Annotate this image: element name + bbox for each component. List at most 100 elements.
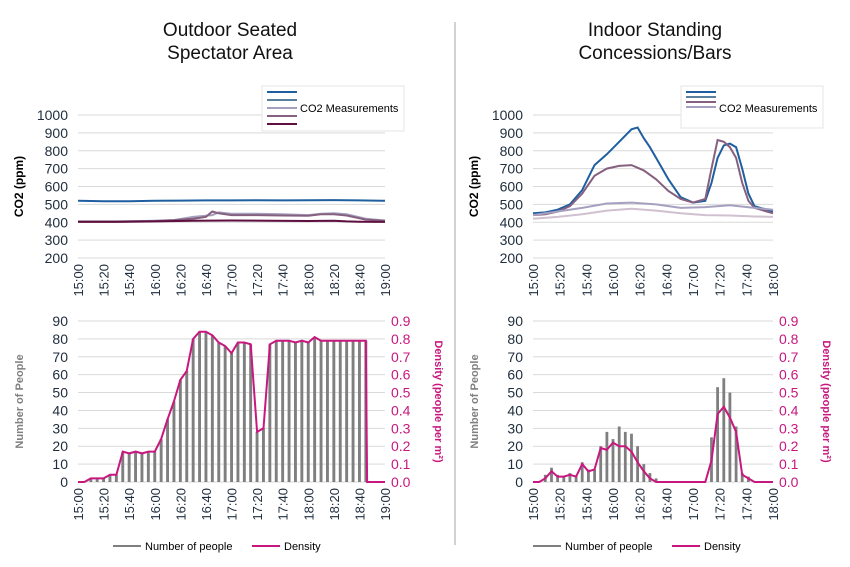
x-tick-label: 15:40 — [122, 264, 137, 297]
left-people-chart: 0 0.0 10 0.1 20 0.2 30 0.3 40 0.4 50 0.5 60 0.6 70 0.7 8… — [14, 313, 444, 553]
y-tick-label: 900 — [500, 125, 524, 141]
y2-tick-label: 0.6 — [391, 367, 411, 383]
x-tick-label: 16:20 — [173, 264, 188, 297]
y2-tick-label: 0.4 — [779, 402, 799, 418]
y-axis-label: CO2 (ppm) — [12, 156, 26, 217]
y2-tick-label: 0.9 — [391, 313, 411, 329]
people-bar — [210, 335, 214, 482]
co2-series-line — [78, 219, 386, 223]
x-tick-label: 18:20 — [327, 264, 342, 297]
y-tick-label: 70 — [507, 349, 523, 365]
y2-axis-label: Density (people per m²) — [820, 340, 832, 463]
people-bar — [172, 401, 176, 482]
x-tick-label: 15:40 — [579, 488, 594, 521]
y-tick-label: 0 — [60, 474, 68, 490]
y-tick-label: 500 — [500, 196, 524, 212]
people-bar — [274, 340, 278, 482]
people-bar — [242, 342, 246, 482]
people-bar — [204, 331, 208, 482]
people-bar — [255, 431, 259, 482]
x-tick-label: 16:20 — [173, 488, 188, 521]
x-tick-label: 18:00 — [301, 488, 316, 521]
people-bar — [636, 446, 639, 482]
people-bar — [236, 342, 240, 482]
people-bar — [249, 344, 253, 482]
y-tick-label: 300 — [45, 232, 69, 248]
y-tick-label: 1000 — [492, 107, 523, 123]
people-bar — [185, 371, 189, 482]
people-bar — [654, 478, 658, 482]
people-bar — [313, 337, 317, 482]
y-tick-label: 30 — [507, 420, 523, 436]
y-tick-label: 600 — [45, 179, 69, 195]
y-tick-label: 60 — [52, 367, 68, 383]
left-title-line1: Outdoor Seated — [162, 20, 298, 41]
x-tick-label: 18:00 — [766, 264, 781, 297]
x-tick-label: 17:00 — [225, 488, 240, 521]
y2-axis-label: Density (people per m²) — [432, 340, 444, 463]
right-people-chart: 0 0.0 10 0.1 20 0.2 30 0.3 40 0.4 50 0.5 60 0.6 70 0.7 8… — [469, 313, 832, 553]
people-bar — [642, 464, 646, 482]
y-tick-label: 80 — [52, 331, 68, 347]
y-tick-label: 800 — [500, 143, 524, 159]
x-tick-label: 18:40 — [352, 264, 367, 297]
y-tick-label: 40 — [507, 402, 523, 418]
x-tick-label: 16:00 — [606, 264, 621, 297]
y-tick-label: 400 — [45, 214, 69, 230]
x-tick-label: 17:20 — [713, 488, 728, 521]
y-tick-label: 20 — [52, 438, 68, 454]
y2-tick-label: 0.2 — [391, 438, 411, 454]
y-tick-label: 400 — [500, 214, 524, 230]
people-bar — [159, 439, 163, 482]
x-tick-label: 15:40 — [579, 264, 594, 297]
people-bar — [262, 428, 265, 482]
people-bar — [332, 340, 336, 482]
people-bar — [562, 476, 566, 482]
y-tick-label: 40 — [52, 402, 68, 418]
density-line — [78, 330, 385, 483]
x-tick-label: 17:20 — [713, 264, 728, 297]
people-bar — [351, 340, 355, 482]
x-tick-label: 15:20 — [553, 264, 568, 297]
y2-tick-label: 0.6 — [779, 367, 799, 383]
x-tick-label: 15:20 — [97, 488, 112, 521]
y2-tick-label: 0.9 — [779, 313, 799, 329]
x-tick-label: 19:00 — [378, 488, 393, 521]
y2-tick-label: 0.1 — [779, 456, 799, 472]
y-tick-label: 0 — [515, 474, 523, 490]
y2-tick-label: 0.3 — [391, 420, 411, 436]
y-tick-label: 200 — [500, 250, 524, 266]
y-tick-label: 60 — [507, 367, 523, 383]
legend-label-density: Density — [284, 541, 321, 553]
people-bar — [102, 478, 105, 482]
x-tick-label: 17:20 — [250, 264, 265, 297]
x-tick-label: 16:40 — [199, 264, 214, 297]
x-tick-label: 16:40 — [659, 488, 674, 521]
co2-series-line — [532, 201, 774, 217]
people-bar — [89, 478, 93, 482]
x-tick-label: 15:00 — [71, 488, 86, 521]
y2-tick-label: 0.8 — [391, 331, 411, 347]
people-bar — [593, 469, 596, 482]
people-bar — [127, 453, 131, 482]
y2-tick-label: 0.7 — [391, 349, 411, 365]
legend-label: CO2 Measurements — [300, 103, 399, 115]
left-title-line2: Spectator Area — [167, 43, 293, 64]
people-bar — [300, 340, 304, 482]
people-bar — [716, 387, 719, 482]
legend-label: CO2 Measurements — [719, 103, 818, 115]
right-title-line2: Concessions/Bars — [578, 43, 732, 64]
y-tick-label: 10 — [52, 456, 68, 472]
y-tick-label: 30 — [52, 420, 68, 436]
people-bar — [611, 439, 615, 482]
x-tick-label: 15:00 — [526, 264, 541, 297]
people-bar — [146, 451, 150, 482]
people-bar — [734, 426, 738, 482]
y2-tick-label: 0.0 — [391, 474, 411, 490]
people-bar — [319, 340, 323, 482]
people-bar — [134, 451, 137, 482]
x-tick-label: 18:00 — [301, 264, 316, 297]
people-bar — [587, 469, 590, 482]
y2-tick-label: 0.4 — [391, 402, 411, 418]
